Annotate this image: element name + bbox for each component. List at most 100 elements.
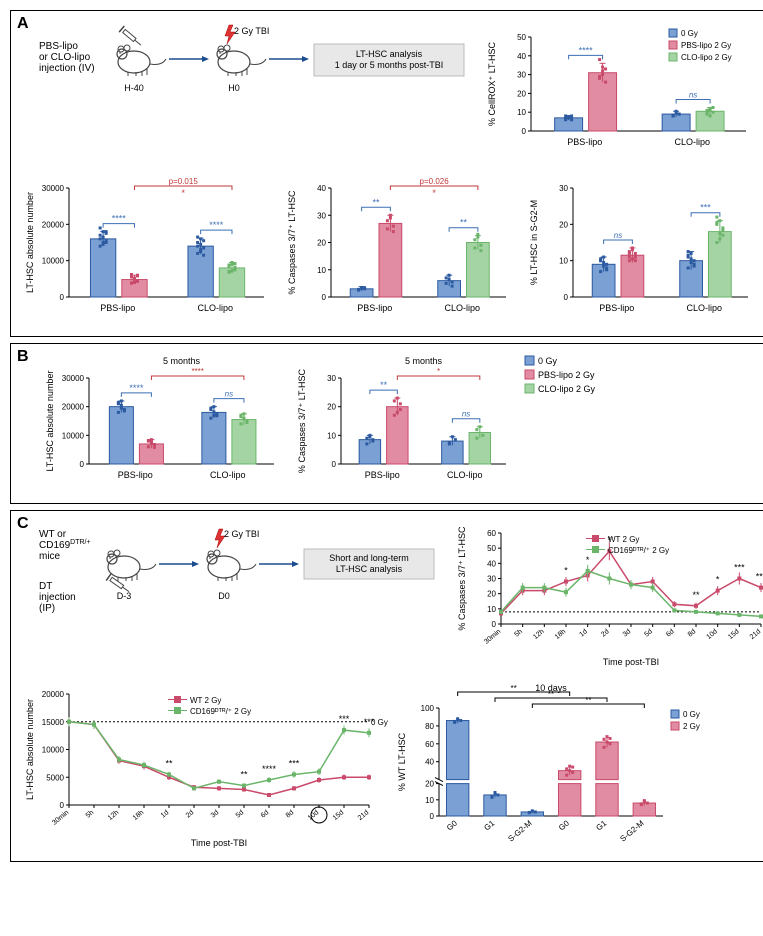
svg-text:Time post-TBI: Time post-TBI — [603, 657, 659, 667]
svg-text:**: ** — [692, 590, 700, 600]
chart-lt-line: 05000100001500020000LT-HSC absolute numb… — [19, 680, 379, 853]
panel-a: A PBS-lipoor CLO-lipoinjection (IV) H-40… — [10, 10, 763, 337]
svg-text:40: 40 — [317, 184, 326, 193]
svg-text:5 months: 5 months — [405, 356, 443, 366]
svg-text:% Caspases 3/7⁺ LT-HSC: % Caspases 3/7⁺ LT-HSC — [457, 526, 467, 631]
svg-text:PBS-lipo: PBS-lipo — [599, 303, 634, 313]
svg-text:****: **** — [129, 383, 144, 393]
svg-text:0: 0 — [60, 801, 65, 810]
svg-text:15d: 15d — [727, 628, 741, 641]
svg-text:*: * — [564, 566, 568, 576]
svg-text:****: **** — [262, 764, 277, 774]
svg-text:20000: 20000 — [42, 220, 65, 229]
svg-text:20000: 20000 — [42, 690, 65, 699]
svg-text:10000: 10000 — [62, 431, 85, 440]
svg-text:0 Gy: 0 Gy — [681, 29, 698, 38]
svg-text:20: 20 — [487, 590, 496, 599]
chart-ltcount-a: 0100002000030000LT-HSC absolute numberPB… — [19, 170, 269, 328]
svg-text:ns: ns — [614, 231, 622, 240]
svg-text:H0: H0 — [228, 83, 240, 93]
svg-text:21d: 21d — [357, 809, 371, 822]
svg-text:0: 0 — [430, 812, 435, 821]
svg-text:0: 0 — [80, 460, 85, 469]
svg-text:1d: 1d — [160, 809, 171, 819]
svg-text:**: ** — [548, 690, 554, 699]
svg-text:***: *** — [364, 717, 375, 727]
svg-text:80: 80 — [425, 722, 434, 731]
svg-text:10: 10 — [517, 108, 526, 117]
svg-text:PBS-lipo: PBS-lipo — [365, 470, 400, 480]
svg-text:0: 0 — [564, 293, 569, 302]
svg-text:3d: 3d — [210, 809, 221, 819]
svg-text:20: 20 — [425, 780, 434, 789]
svg-text:****: **** — [579, 45, 594, 55]
svg-text:40: 40 — [487, 559, 496, 568]
svg-text:Time post-TBI: Time post-TBI — [191, 838, 247, 848]
svg-text:0: 0 — [332, 460, 337, 469]
svg-text:PBS-lipo: PBS-lipo — [118, 470, 153, 480]
svg-text:60: 60 — [487, 529, 496, 538]
svg-text:CLO-lipo: CLO-lipo — [444, 303, 480, 313]
svg-text:30: 30 — [327, 374, 336, 383]
svg-text:10: 10 — [317, 266, 326, 275]
svg-text:CLO-lipo 2 Gy: CLO-lipo 2 Gy — [538, 384, 596, 394]
svg-text:30: 30 — [559, 184, 568, 193]
svg-text:***: *** — [289, 758, 300, 768]
chart-wt-cycle: 10 days01020406080100% WT LT-HSCG0G1S-G2… — [391, 680, 721, 853]
svg-text:p=0.026: p=0.026 — [420, 177, 450, 186]
svg-text:100: 100 — [421, 704, 435, 713]
svg-text:WT 2 Gy: WT 2 Gy — [608, 535, 639, 544]
svg-text:5h: 5h — [513, 628, 524, 638]
svg-text:PBS-lipo: PBS-lipo — [567, 137, 602, 147]
svg-text:CLO-lipo: CLO-lipo — [197, 303, 233, 313]
svg-text:5d: 5d — [235, 809, 246, 819]
svg-text:LT-HSC absolute number: LT-HSC absolute number — [45, 371, 55, 472]
svg-text:G1: G1 — [594, 818, 608, 832]
svg-text:CD169ᴰᵀᴿ/⁺ 2 Gy: CD169ᴰᵀᴿ/⁺ 2 Gy — [190, 707, 251, 716]
svg-text:ns: ns — [689, 91, 697, 100]
svg-text:15000: 15000 — [42, 718, 65, 727]
svg-text:PBS-lipo 2 Gy: PBS-lipo 2 Gy — [538, 370, 595, 380]
svg-text:10: 10 — [425, 796, 434, 805]
svg-text:10d: 10d — [307, 809, 321, 822]
svg-text:30: 30 — [317, 211, 326, 220]
svg-text:30min: 30min — [483, 628, 502, 646]
svg-text:CLO-lipo: CLO-lipo — [686, 303, 722, 313]
svg-text:12h: 12h — [107, 809, 121, 822]
svg-text:PBS-lipoor CLO-lipoinjection (: PBS-lipoor CLO-lipoinjection (IV) — [39, 41, 95, 74]
svg-text:5d: 5d — [643, 628, 654, 638]
svg-text:p=0.015: p=0.015 — [169, 177, 199, 186]
svg-text:5 months: 5 months — [163, 356, 201, 366]
svg-text:D-3: D-3 — [117, 591, 132, 601]
chart-caspases-b: 5 months0102030% Caspases 3/7⁺ LT-HSCPBS… — [291, 352, 511, 495]
svg-text:50: 50 — [517, 33, 526, 42]
svg-text:2 Gy: 2 Gy — [683, 722, 700, 731]
svg-text:10: 10 — [559, 257, 568, 266]
chart-caspases-a: 010203040% Caspases 3/7⁺ LT-HSCPBS-lipoC… — [281, 170, 511, 328]
svg-text:CLO-lipo: CLO-lipo — [674, 137, 710, 147]
svg-text:CLO-lipo: CLO-lipo — [447, 470, 483, 480]
schematic-a: PBS-lipoor CLO-lipoinjection (IV) H-40 2… — [39, 19, 469, 122]
svg-text:% CellROX⁺ LT-HSC: % CellROX⁺ LT-HSC — [487, 41, 497, 126]
svg-text:10: 10 — [327, 431, 336, 440]
svg-text:PBS-lipo: PBS-lipo — [100, 303, 135, 313]
svg-text:20: 20 — [327, 403, 336, 412]
svg-text:H-40: H-40 — [124, 83, 144, 93]
svg-text:% Caspases 3/7⁺ LT-HSC: % Caspases 3/7⁺ LT-HSC — [287, 190, 297, 295]
svg-text:0: 0 — [60, 293, 65, 302]
svg-text:20: 20 — [559, 220, 568, 229]
svg-text:WT 2 Gy: WT 2 Gy — [190, 696, 221, 705]
svg-text:**: ** — [380, 380, 388, 390]
svg-text:**: ** — [240, 770, 248, 780]
chart-cellrox: 01020304050% CellROX⁺ LT-HSCPBS-lipoCLO-… — [481, 19, 751, 162]
svg-text:2d: 2d — [185, 809, 196, 819]
panel-a-label: A — [17, 15, 29, 33]
svg-text:10000: 10000 — [42, 257, 65, 266]
svg-text:10d: 10d — [705, 628, 719, 641]
svg-text:8d: 8d — [687, 628, 698, 638]
svg-text:30: 30 — [517, 71, 526, 80]
svg-text:18h: 18h — [554, 628, 568, 641]
svg-text:5h: 5h — [85, 809, 96, 819]
panel-c-label: C — [17, 515, 29, 533]
svg-text:2 Gy TBI: 2 Gy TBI — [234, 26, 269, 36]
